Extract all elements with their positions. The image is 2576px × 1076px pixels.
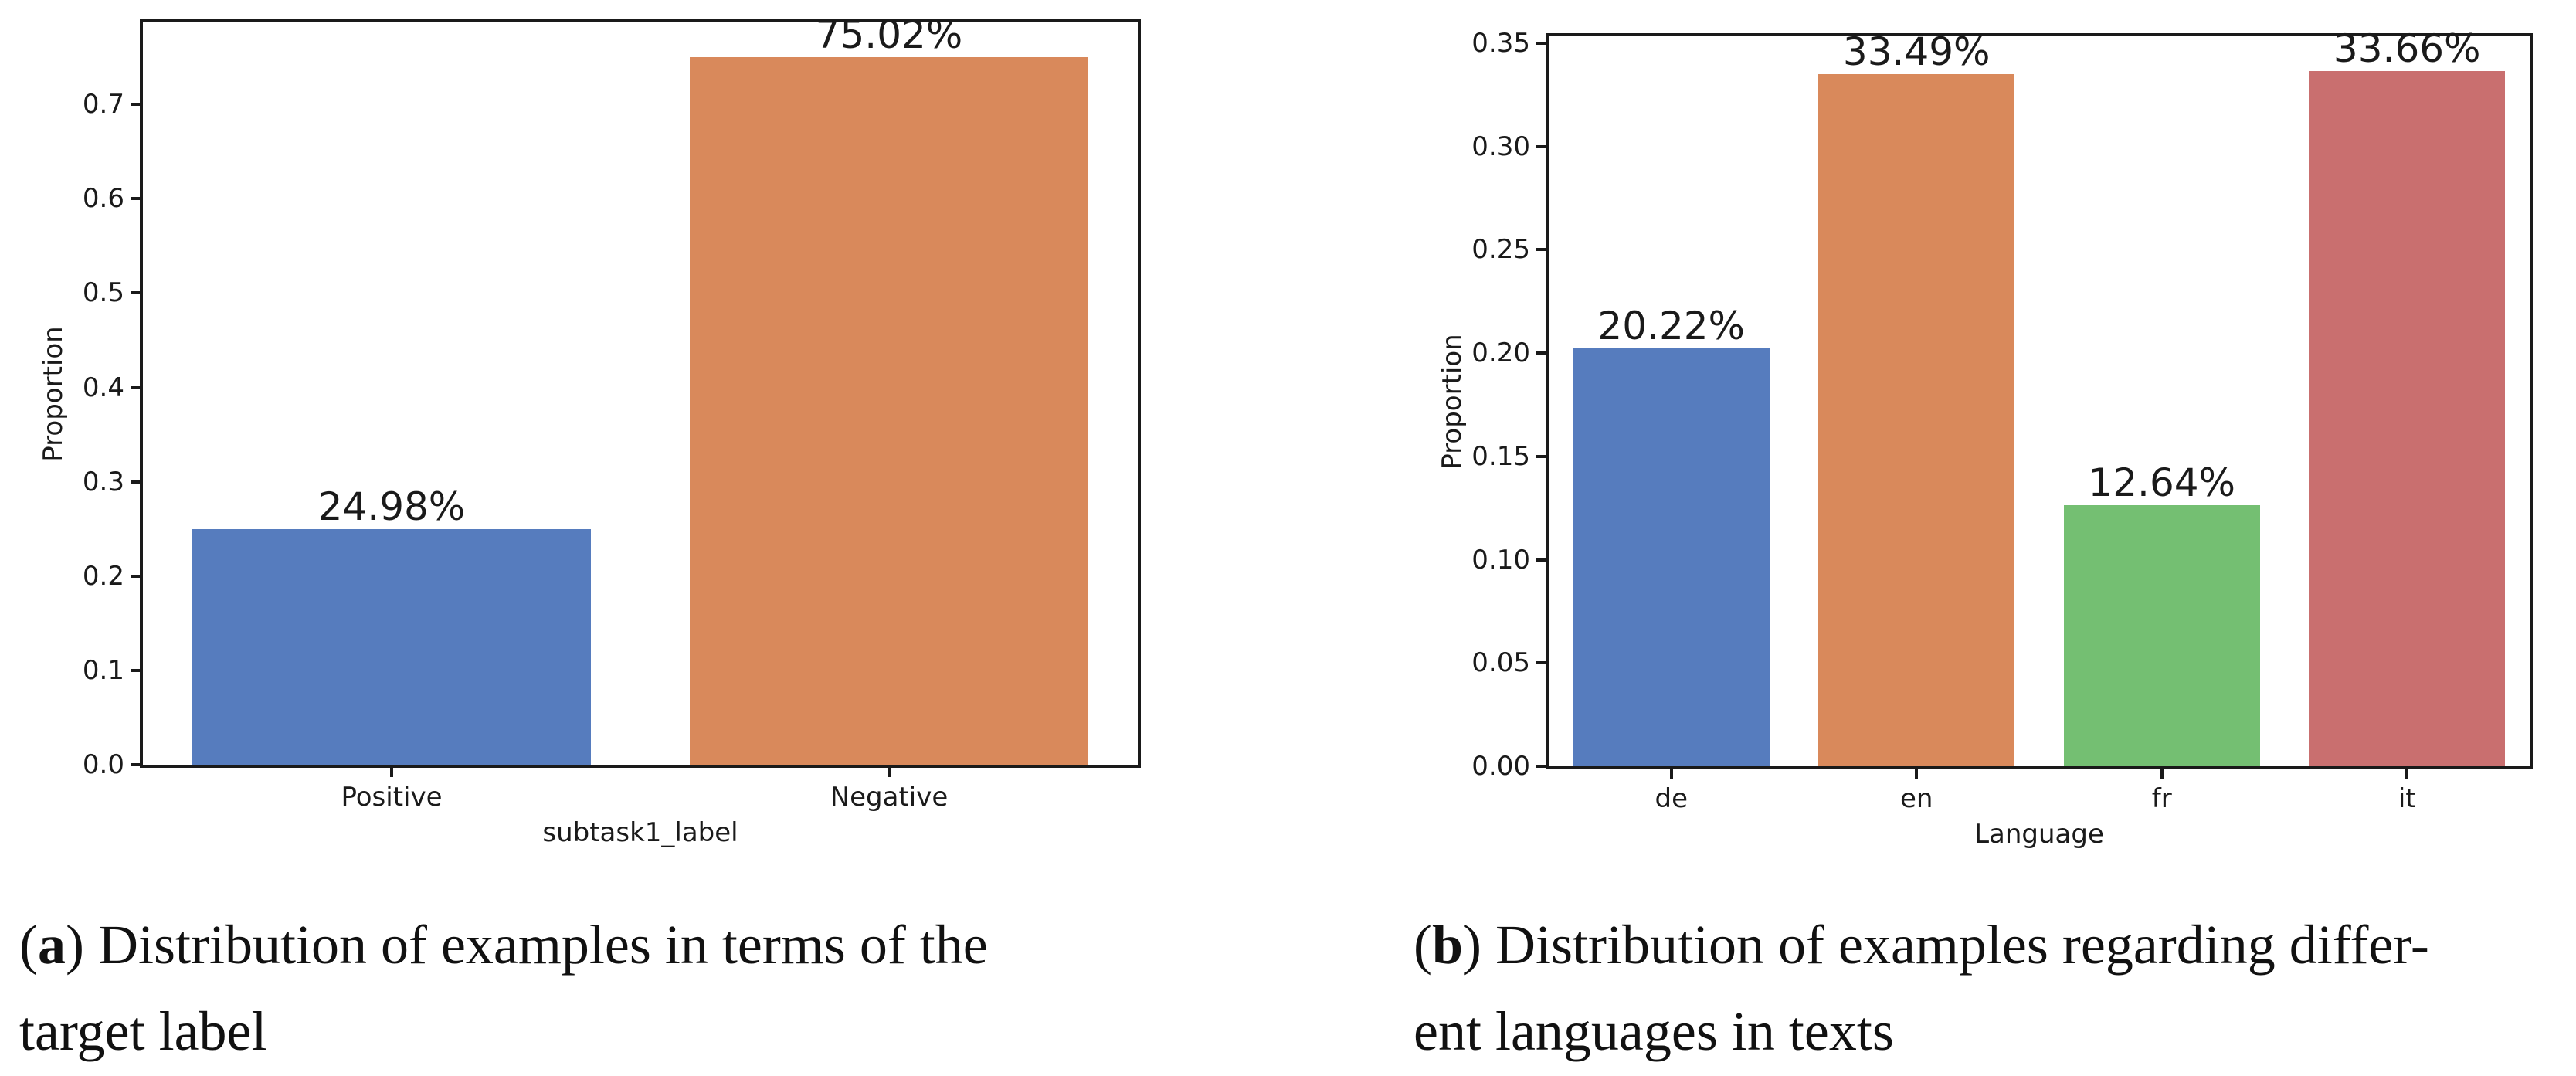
bar-Negative bbox=[690, 57, 1088, 765]
x-tick-label-fr: fr bbox=[2151, 783, 2172, 814]
x-tick-label-en: en bbox=[1900, 783, 1933, 814]
axis-spine-left bbox=[1546, 33, 1549, 769]
y-axis-label: Proportion bbox=[1437, 334, 1468, 470]
y-tick-0.3 bbox=[131, 480, 143, 484]
caption-a-line1: (a) Distribution of examples in terms of… bbox=[19, 914, 988, 976]
bar-it bbox=[2309, 71, 2506, 766]
axis-spine-top bbox=[1546, 33, 2533, 36]
y-tick-label-0.15: 0.15 bbox=[1471, 441, 1530, 472]
y-tick-0.6 bbox=[131, 197, 143, 200]
y-tick-0.2 bbox=[131, 575, 143, 578]
axis-spine-top bbox=[140, 19, 1141, 22]
axis-spine-right bbox=[1138, 19, 1141, 768]
y-tick-label-0.35: 0.35 bbox=[1471, 28, 1530, 59]
bar-value-label-de: 20.22% bbox=[1597, 304, 1746, 348]
x-tick-Negative bbox=[888, 765, 891, 777]
axis-spine-left bbox=[140, 19, 143, 768]
caption-b-line1: (b) Distribution of examples regarding d… bbox=[1414, 914, 2429, 976]
caption-a-text1: Distribution of examples in terms of the bbox=[97, 914, 988, 976]
y-tick-label-0.2: 0.2 bbox=[82, 561, 124, 592]
y-tick-label-0.0: 0.0 bbox=[82, 749, 124, 780]
y-tick-label-0.1: 0.1 bbox=[82, 655, 124, 686]
x-tick-de bbox=[1669, 766, 1673, 779]
caption-b-text1: Distribution of examples regarding diffe… bbox=[1495, 914, 2429, 976]
y-tick-0.5 bbox=[131, 291, 143, 294]
caption-b-line2: ent languages in texts bbox=[1414, 988, 2572, 1074]
y-tick-label-0.4: 0.4 bbox=[82, 372, 124, 403]
y-tick-0.7 bbox=[131, 103, 143, 106]
bar-value-label-fr: 12.64% bbox=[2088, 460, 2236, 505]
axis-spine-bottom bbox=[1546, 766, 2533, 769]
bar-fr bbox=[2063, 505, 2260, 766]
x-tick-en bbox=[1915, 766, 1919, 779]
y-tick-0.05 bbox=[1536, 661, 1549, 664]
bar-value-label-Positive: 24.98% bbox=[317, 484, 466, 529]
x-tick-it bbox=[2405, 766, 2409, 779]
x-tick-label-Negative: Negative bbox=[830, 782, 949, 813]
y-tick-0.4 bbox=[131, 386, 143, 389]
y-tick-0.10 bbox=[1536, 558, 1549, 562]
y-tick-label-0.05: 0.05 bbox=[1471, 647, 1530, 678]
y-tick-label-0.30: 0.30 bbox=[1471, 131, 1530, 162]
axis-spine-bottom bbox=[140, 765, 1141, 768]
bar-Positive bbox=[192, 529, 591, 765]
caption-a: (a) Distribution of examples in terms of… bbox=[19, 901, 1193, 1074]
y-tick-0.15 bbox=[1536, 455, 1549, 458]
y-tick-label-0.7: 0.7 bbox=[82, 89, 124, 120]
x-tick-fr bbox=[2160, 766, 2164, 779]
y-tick-label-0.3: 0.3 bbox=[82, 467, 124, 497]
x-axis-label: Language bbox=[1974, 819, 2104, 850]
y-tick-label-0.5: 0.5 bbox=[82, 277, 124, 308]
y-tick-0.30 bbox=[1536, 145, 1549, 148]
bar-value-label-en: 33.49% bbox=[1842, 29, 1991, 74]
y-tick-label-0.25: 0.25 bbox=[1471, 234, 1530, 265]
y-tick-0.1 bbox=[131, 669, 143, 672]
bar-de bbox=[1573, 348, 1770, 766]
y-tick-label-0.6: 0.6 bbox=[82, 183, 124, 214]
caption-a-line2: target label bbox=[19, 988, 1193, 1074]
y-tick-0.20 bbox=[1536, 351, 1549, 355]
y-tick-0.25 bbox=[1536, 248, 1549, 251]
x-tick-label-Positive: Positive bbox=[341, 782, 443, 813]
caption-b: (b) Distribution of examples regarding d… bbox=[1414, 901, 2572, 1074]
caption-b-text2: ent languages in texts bbox=[1414, 1000, 1894, 1062]
bar-en bbox=[1818, 74, 2015, 766]
y-tick-0.00 bbox=[1536, 765, 1549, 768]
y-tick-label-0.20: 0.20 bbox=[1471, 338, 1530, 368]
y-tick-0.0 bbox=[131, 763, 143, 766]
x-tick-label-de: de bbox=[1655, 783, 1688, 814]
y-tick-label-0.10: 0.10 bbox=[1471, 545, 1530, 575]
axis-spine-right bbox=[2530, 33, 2533, 769]
x-tick-label-it: it bbox=[2398, 783, 2416, 814]
x-axis-label: subtask1_label bbox=[542, 817, 738, 848]
caption-a-label: a bbox=[37, 914, 66, 976]
caption-b-label: b bbox=[1431, 914, 1464, 976]
y-tick-0.35 bbox=[1536, 42, 1549, 45]
x-tick-Positive bbox=[390, 765, 393, 777]
y-tick-label-0.00: 0.00 bbox=[1471, 751, 1530, 782]
caption-a-text2: target label bbox=[19, 1000, 267, 1062]
